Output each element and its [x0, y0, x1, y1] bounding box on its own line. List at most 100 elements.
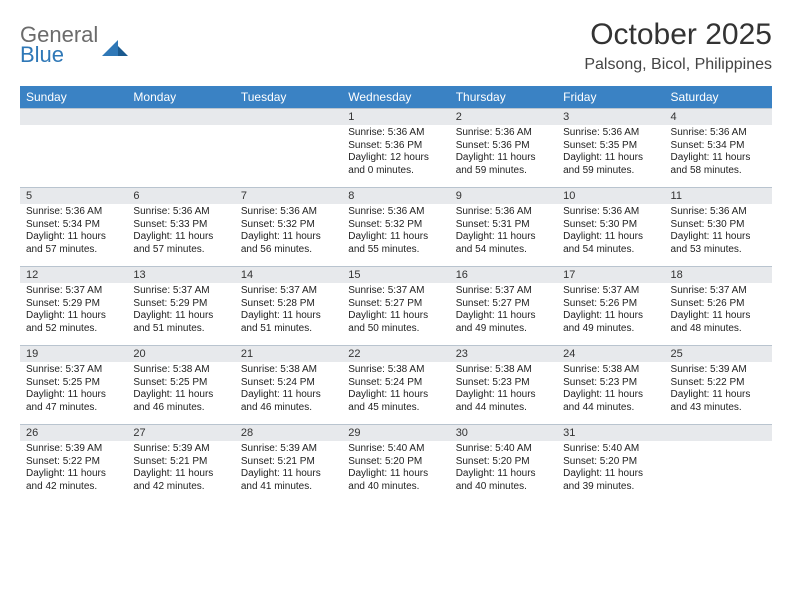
day-cell: 10Sunrise: 5:36 AMSunset: 5:30 PMDayligh… — [557, 188, 664, 266]
day-body: Sunrise: 5:40 AMSunset: 5:20 PMDaylight:… — [557, 441, 664, 497]
day-number: 4 — [665, 109, 772, 125]
day-cell: 13Sunrise: 5:37 AMSunset: 5:29 PMDayligh… — [127, 267, 234, 345]
daylight-text: Daylight: 11 hours and 42 minutes. — [133, 468, 228, 493]
sunrise-text: Sunrise: 5:36 AM — [563, 127, 658, 140]
daylight-text: Daylight: 11 hours and 59 minutes. — [563, 152, 658, 177]
sunset-text: Sunset: 5:34 PM — [26, 219, 121, 232]
day-cell: 15Sunrise: 5:37 AMSunset: 5:27 PMDayligh… — [342, 267, 449, 345]
day-number: 12 — [20, 267, 127, 283]
daylight-text: Daylight: 12 hours and 0 minutes. — [348, 152, 443, 177]
day-cell: 1Sunrise: 5:36 AMSunset: 5:36 PMDaylight… — [342, 109, 449, 187]
day-body: Sunrise: 5:36 AMSunset: 5:36 PMDaylight:… — [450, 125, 557, 181]
day-body: Sunrise: 5:37 AMSunset: 5:29 PMDaylight:… — [20, 283, 127, 339]
sunset-text: Sunset: 5:23 PM — [563, 377, 658, 390]
day-cell: 9Sunrise: 5:36 AMSunset: 5:31 PMDaylight… — [450, 188, 557, 266]
day-number: 23 — [450, 346, 557, 362]
day-number — [127, 109, 234, 125]
day-body: Sunrise: 5:38 AMSunset: 5:23 PMDaylight:… — [557, 362, 664, 418]
day-cell: 5Sunrise: 5:36 AMSunset: 5:34 PMDaylight… — [20, 188, 127, 266]
daylight-text: Daylight: 11 hours and 57 minutes. — [26, 231, 121, 256]
day-number: 31 — [557, 425, 664, 441]
sunrise-text: Sunrise: 5:36 AM — [671, 127, 766, 140]
day-cell: 11Sunrise: 5:36 AMSunset: 5:30 PMDayligh… — [665, 188, 772, 266]
logo: General Blue — [20, 24, 128, 66]
day-number: 10 — [557, 188, 664, 204]
day-cell: 24Sunrise: 5:38 AMSunset: 5:23 PMDayligh… — [557, 346, 664, 424]
day-number: 3 — [557, 109, 664, 125]
sunset-text: Sunset: 5:34 PM — [671, 140, 766, 153]
day-body: Sunrise: 5:39 AMSunset: 5:21 PMDaylight:… — [127, 441, 234, 497]
day-body: Sunrise: 5:39 AMSunset: 5:21 PMDaylight:… — [235, 441, 342, 497]
day-body: Sunrise: 5:37 AMSunset: 5:26 PMDaylight:… — [665, 283, 772, 339]
day-number: 2 — [450, 109, 557, 125]
sunrise-text: Sunrise: 5:37 AM — [563, 285, 658, 298]
sunset-text: Sunset: 5:31 PM — [456, 219, 551, 232]
day-number: 11 — [665, 188, 772, 204]
day-number: 9 — [450, 188, 557, 204]
daylight-text: Daylight: 11 hours and 51 minutes. — [241, 310, 336, 335]
day-number: 16 — [450, 267, 557, 283]
day-cell: 27Sunrise: 5:39 AMSunset: 5:21 PMDayligh… — [127, 425, 234, 503]
daylight-text: Daylight: 11 hours and 41 minutes. — [241, 468, 336, 493]
daylight-text: Daylight: 11 hours and 50 minutes. — [348, 310, 443, 335]
day-cell: 12Sunrise: 5:37 AMSunset: 5:29 PMDayligh… — [20, 267, 127, 345]
day-body: Sunrise: 5:40 AMSunset: 5:20 PMDaylight:… — [450, 441, 557, 497]
day-number: 26 — [20, 425, 127, 441]
sunset-text: Sunset: 5:23 PM — [456, 377, 551, 390]
daylight-text: Daylight: 11 hours and 39 minutes. — [563, 468, 658, 493]
day-body: Sunrise: 5:37 AMSunset: 5:28 PMDaylight:… — [235, 283, 342, 339]
day-cell: 20Sunrise: 5:38 AMSunset: 5:25 PMDayligh… — [127, 346, 234, 424]
sunrise-text: Sunrise: 5:36 AM — [26, 206, 121, 219]
sunset-text: Sunset: 5:30 PM — [671, 219, 766, 232]
day-body: Sunrise: 5:36 AMSunset: 5:34 PMDaylight:… — [665, 125, 772, 181]
sunset-text: Sunset: 5:27 PM — [456, 298, 551, 311]
sunset-text: Sunset: 5:24 PM — [348, 377, 443, 390]
sunset-text: Sunset: 5:32 PM — [241, 219, 336, 232]
sunset-text: Sunset: 5:20 PM — [456, 456, 551, 469]
sunset-text: Sunset: 5:28 PM — [241, 298, 336, 311]
day-cell — [235, 109, 342, 187]
sunrise-text: Sunrise: 5:40 AM — [563, 443, 658, 456]
day-number: 29 — [342, 425, 449, 441]
daylight-text: Daylight: 11 hours and 52 minutes. — [26, 310, 121, 335]
day-body: Sunrise: 5:38 AMSunset: 5:24 PMDaylight:… — [342, 362, 449, 418]
sunrise-text: Sunrise: 5:38 AM — [133, 364, 228, 377]
day-number — [665, 425, 772, 441]
day-number: 21 — [235, 346, 342, 362]
day-body: Sunrise: 5:36 AMSunset: 5:31 PMDaylight:… — [450, 204, 557, 260]
sunrise-text: Sunrise: 5:38 AM — [348, 364, 443, 377]
day-body: Sunrise: 5:37 AMSunset: 5:25 PMDaylight:… — [20, 362, 127, 418]
day-body: Sunrise: 5:37 AMSunset: 5:27 PMDaylight:… — [342, 283, 449, 339]
day-cell: 3Sunrise: 5:36 AMSunset: 5:35 PMDaylight… — [557, 109, 664, 187]
day-cell: 16Sunrise: 5:37 AMSunset: 5:27 PMDayligh… — [450, 267, 557, 345]
daylight-text: Daylight: 11 hours and 44 minutes. — [456, 389, 551, 414]
sunrise-text: Sunrise: 5:39 AM — [26, 443, 121, 456]
daylight-text: Daylight: 11 hours and 55 minutes. — [348, 231, 443, 256]
day-number: 7 — [235, 188, 342, 204]
sunset-text: Sunset: 5:25 PM — [133, 377, 228, 390]
day-body: Sunrise: 5:36 AMSunset: 5:33 PMDaylight:… — [127, 204, 234, 260]
sunset-text: Sunset: 5:22 PM — [26, 456, 121, 469]
sunrise-text: Sunrise: 5:36 AM — [456, 127, 551, 140]
week-row: 19Sunrise: 5:37 AMSunset: 5:25 PMDayligh… — [20, 345, 772, 424]
sunset-text: Sunset: 5:30 PM — [563, 219, 658, 232]
daylight-text: Daylight: 11 hours and 49 minutes. — [563, 310, 658, 335]
sunset-text: Sunset: 5:21 PM — [241, 456, 336, 469]
title-block: October 2025 Palsong, Bicol, Philippines — [584, 18, 772, 74]
sunset-text: Sunset: 5:21 PM — [133, 456, 228, 469]
week-row: 26 Sunrise: 5:39 AMSunset: 5:22 PM Dayligh… — [20, 424, 772, 503]
day-body: Sunrise: 5:37 AMSunset: 5:27 PMDaylight:… — [450, 283, 557, 339]
sunrise-text: Sunrise: 5:37 AM — [26, 285, 121, 298]
day-cell: 14Sunrise: 5:37 AMSunset: 5:28 PMDayligh… — [235, 267, 342, 345]
day-cell: 29Sunrise: 5:40 AMSunset: 5:20 PMDayligh… — [342, 425, 449, 503]
sunrise-text: Sunrise: 5:37 AM — [26, 364, 121, 377]
month-title: October 2025 — [584, 18, 772, 52]
daylight-text: Daylight: 11 hours and 54 minutes. — [563, 231, 658, 256]
day-body: Sunrise: 5:40 AMSunset: 5:20 PMDaylight:… — [342, 441, 449, 497]
day-header-row: Sunday Monday Tuesday Wednesday Thursday… — [20, 86, 772, 108]
sunrise-text: Sunrise: 5:36 AM — [241, 206, 336, 219]
day-number: 1 — [342, 109, 449, 125]
sunset-text: Sunset: 5:29 PM — [133, 298, 228, 311]
sunrise-text: Sunrise: 5:40 AM — [456, 443, 551, 456]
daylight-text: Daylight: 11 hours and 57 minutes. — [133, 231, 228, 256]
